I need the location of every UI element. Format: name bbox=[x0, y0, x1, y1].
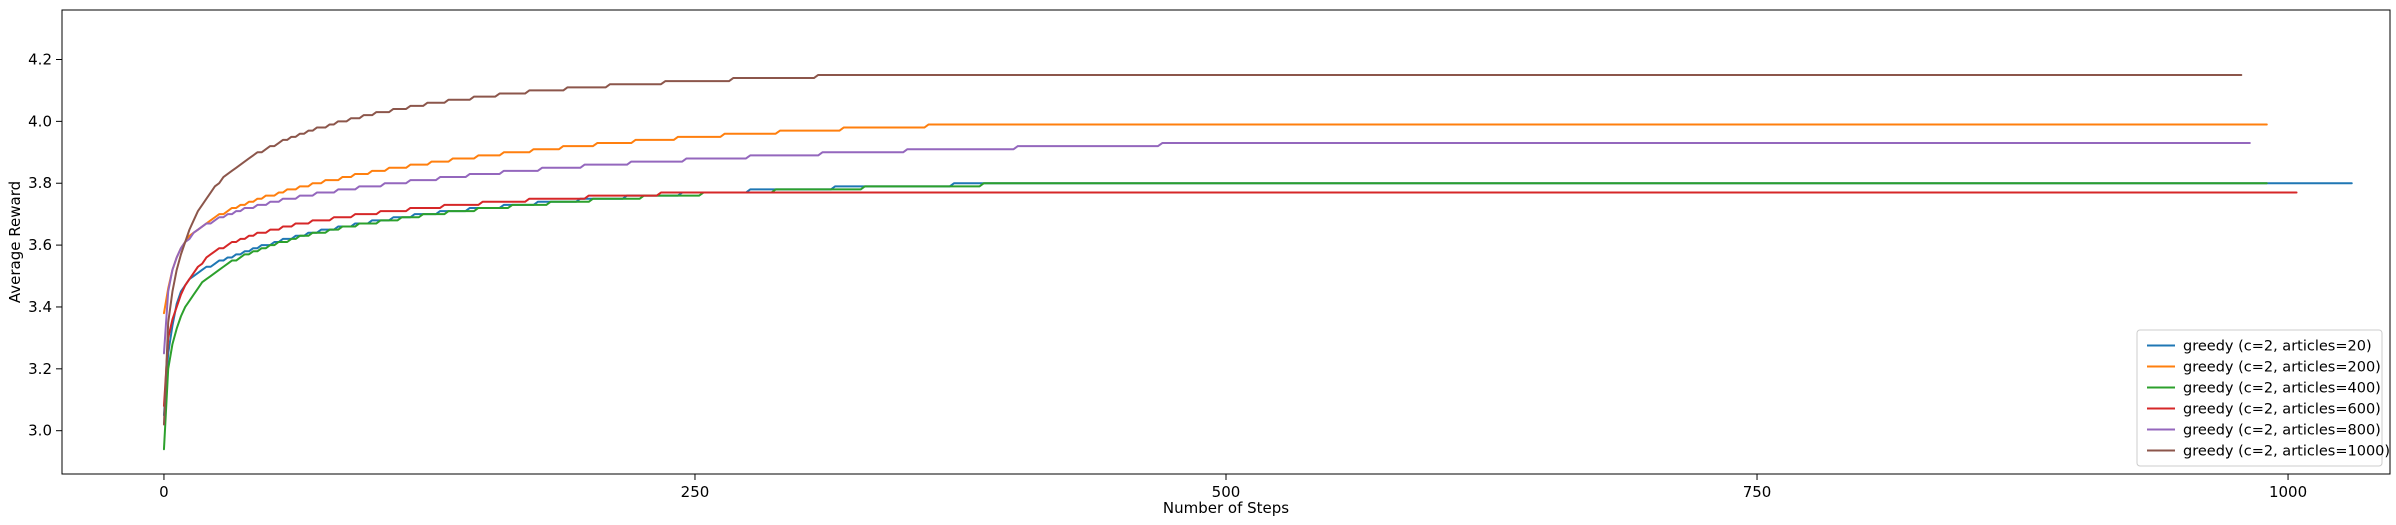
series-line-6 bbox=[162, 73, 2243, 426]
legend-label: greedy (c=2, articles=600) bbox=[2183, 402, 2381, 418]
legend-label: greedy (c=2, articles=20) bbox=[2183, 339, 2372, 355]
x-tick-label: 0 bbox=[159, 483, 169, 501]
x-tick-label: 250 bbox=[681, 483, 710, 501]
series-line-3 bbox=[162, 182, 2268, 451]
y-tick-label: 4.2 bbox=[28, 50, 52, 68]
y-axis-label: Average Reward bbox=[6, 181, 24, 303]
plot-area bbox=[162, 73, 2353, 451]
x-tick-label: 500 bbox=[1212, 483, 1241, 501]
legend-label: greedy (c=2, articles=1000) bbox=[2183, 444, 2390, 460]
series-line-2 bbox=[162, 123, 2268, 315]
x-axis-label: Number of Steps bbox=[1163, 499, 1289, 517]
series-line-4 bbox=[162, 191, 2298, 407]
x-axis: 0 250 500 750 1000 bbox=[159, 474, 2307, 501]
legend-label: greedy (c=2, articles=800) bbox=[2183, 423, 2381, 439]
y-tick-label: 4.0 bbox=[28, 112, 52, 130]
y-tick-label: 3.4 bbox=[28, 298, 52, 316]
legend-label: greedy (c=2, articles=200) bbox=[2183, 360, 2381, 376]
legend-label: greedy (c=2, articles=400) bbox=[2183, 381, 2381, 397]
x-tick-label: 1000 bbox=[2269, 483, 2307, 501]
y-tick-label: 3.2 bbox=[28, 360, 52, 378]
y-axis: 3.0 3.2 3.4 3.6 3.8 4.0 4.2 bbox=[28, 50, 62, 440]
y-tick-label: 3.8 bbox=[28, 174, 52, 192]
legend-box bbox=[2136, 329, 2383, 467]
series-line-5 bbox=[162, 142, 2251, 355]
y-tick-label: 3.0 bbox=[28, 422, 52, 440]
y-tick-label: 3.6 bbox=[28, 236, 52, 254]
x-tick-label: 750 bbox=[1743, 483, 1772, 501]
legend: greedy (c=2, articles=20) greedy (c=2, ar… bbox=[2136, 329, 2390, 467]
